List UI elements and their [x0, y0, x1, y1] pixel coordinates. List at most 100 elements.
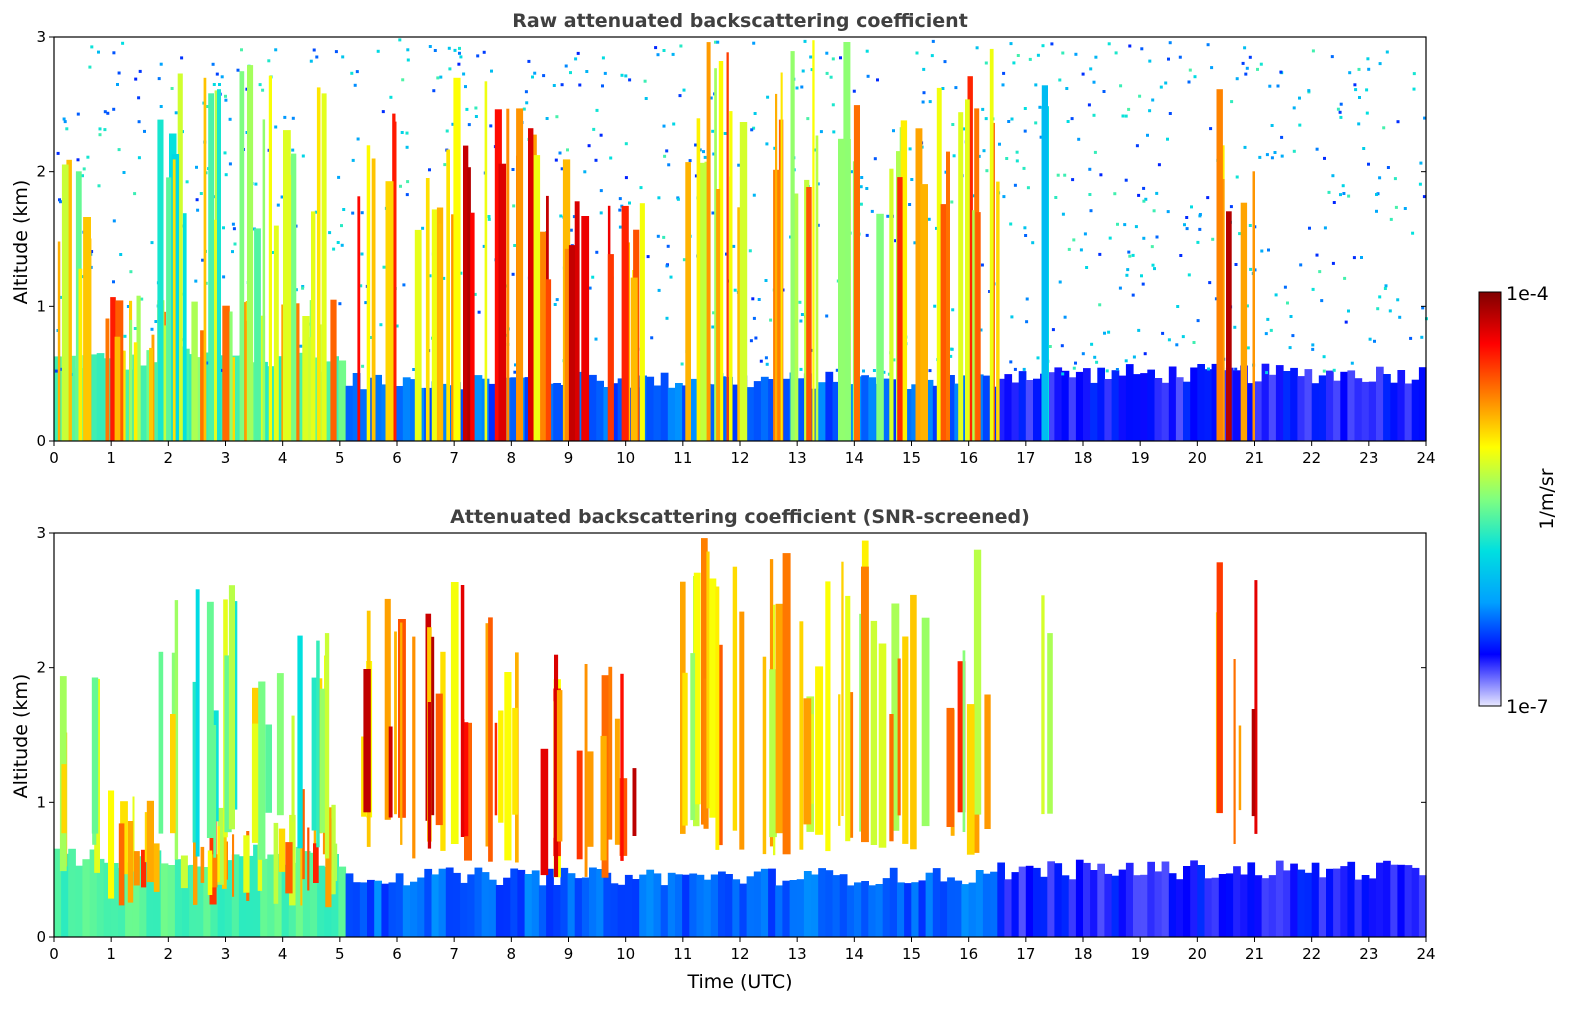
heatmap-cell: [1342, 192, 1346, 195]
heatmap-cell: [207, 850, 213, 895]
heatmap-cell: [488, 879, 497, 937]
heatmap-cell: [144, 812, 148, 863]
heatmap-cell: [610, 383, 619, 441]
heatmap-cell: [621, 205, 629, 441]
heatmap-cell: [1265, 371, 1269, 375]
colorbar-min-label: 1e-7: [1506, 696, 1549, 718]
heatmap-cell: [876, 213, 884, 441]
heatmap-cell: [1142, 186, 1146, 190]
heatmap-cell: [1270, 124, 1274, 127]
heatmap-cell: [1331, 174, 1335, 178]
heatmap-cell: [1340, 866, 1348, 937]
heatmap-cell: [566, 148, 569, 152]
heatmap-cell: [1061, 372, 1065, 376]
heatmap-cell: [782, 378, 791, 441]
heatmap-cell: [195, 165, 198, 169]
heatmap-cell: [796, 879, 805, 937]
heatmap-cell: [1291, 334, 1295, 338]
heatmap-cell: [112, 280, 115, 284]
heatmap-cell: [439, 75, 443, 79]
heatmap-cell: [467, 167, 471, 441]
heatmap-cell: [231, 222, 235, 226]
y-axis: 0 1 2 3: [36, 524, 1426, 946]
heatmap-cell: [609, 156, 613, 160]
heatmap-cell: [224, 98, 228, 102]
heatmap-cell: [1023, 107, 1027, 110]
heatmap-cell: [392, 113, 396, 441]
heatmap-cell: [845, 595, 851, 842]
heatmap-cell: [910, 594, 917, 850]
heatmap-cell: [309, 59, 313, 63]
heatmap-cell: [810, 68, 814, 72]
heatmap-cell: [133, 851, 140, 886]
heatmap-cell: [782, 880, 791, 937]
heatmap-cell: [1245, 66, 1249, 70]
heatmap-cell: [462, 72, 466, 76]
x-tick-label: 15: [902, 449, 921, 467]
heatmap-cell: [753, 381, 762, 441]
heatmap-cell: [76, 112, 80, 116]
heatmap-cell: [806, 117, 810, 121]
heatmap-cell: [224, 860, 233, 937]
heatmap-cell: [1022, 166, 1026, 170]
heatmap-cell: [1168, 366, 1177, 441]
heatmap-cell: [512, 707, 518, 815]
heatmap-cell: [90, 250, 94, 253]
heatmap-cell: [718, 61, 724, 441]
heatmap-cell: [195, 198, 199, 202]
heatmap-cell: [1083, 862, 1091, 937]
heatmap-cell: [1397, 370, 1406, 441]
heatmap-cell: [460, 585, 465, 837]
heatmap-cell: [675, 874, 683, 937]
heatmap-cell: [1240, 202, 1248, 441]
heatmap-cell: [990, 871, 998, 937]
heatmap-cell: [1412, 72, 1416, 76]
heatmap-cell: [211, 854, 218, 888]
heatmap-cell: [1358, 96, 1361, 99]
heatmap-cell: [675, 383, 683, 441]
heatmap-cell: [795, 86, 799, 90]
heatmap-cell: [137, 120, 141, 124]
heatmap-cell: [600, 735, 607, 861]
x-tick-label: 13: [788, 945, 807, 963]
x-tick-label: 22: [1302, 449, 1321, 467]
heatmap-cell: [159, 62, 163, 66]
heatmap-cell: [297, 635, 303, 849]
heatmap-cell: [388, 726, 393, 818]
heatmap-cell: [117, 148, 121, 152]
heatmap-cell: [159, 105, 163, 108]
heatmap-cell: [1114, 51, 1118, 55]
x-tick-label: 9: [564, 449, 574, 467]
heatmap-cell: [1261, 878, 1270, 937]
heatmap-cell: [1323, 156, 1326, 160]
heatmap-cell: [385, 181, 394, 441]
heatmap-cell: [1048, 345, 1052, 348]
heatmap-cell: [1422, 195, 1426, 199]
heatmap-cell: [1244, 72, 1248, 76]
heatmap-cell: [574, 57, 578, 61]
heatmap-cell: [859, 185, 863, 189]
heatmap-cell: [1268, 875, 1277, 937]
heatmap-cell: [315, 55, 319, 59]
heatmap-cell: [553, 303, 557, 306]
heatmap-cell: [574, 201, 580, 441]
heatmap-cell: [1140, 47, 1144, 51]
heatmap-cell: [940, 204, 948, 441]
heatmap-cell: [932, 385, 941, 441]
heatmap-cell: [592, 127, 596, 131]
heatmap-cell: [240, 48, 243, 52]
heatmap-cell: [311, 211, 316, 441]
colorbar-gradient: [1478, 291, 1502, 707]
heatmap-cell: [775, 885, 783, 937]
heatmap-cell: [760, 376, 769, 441]
heatmap-cell: [251, 723, 260, 843]
heatmap-cell: [574, 878, 583, 937]
heatmap-cell: [709, 578, 717, 818]
heatmap-cell: [558, 151, 562, 155]
heatmap-cell: [865, 233, 869, 237]
heatmap-cell: [140, 297, 144, 301]
heatmap-cell: [897, 658, 901, 816]
heatmap-cell: [672, 122, 676, 126]
heatmap-cell: [753, 871, 762, 937]
heatmap-cell: [904, 389, 912, 441]
